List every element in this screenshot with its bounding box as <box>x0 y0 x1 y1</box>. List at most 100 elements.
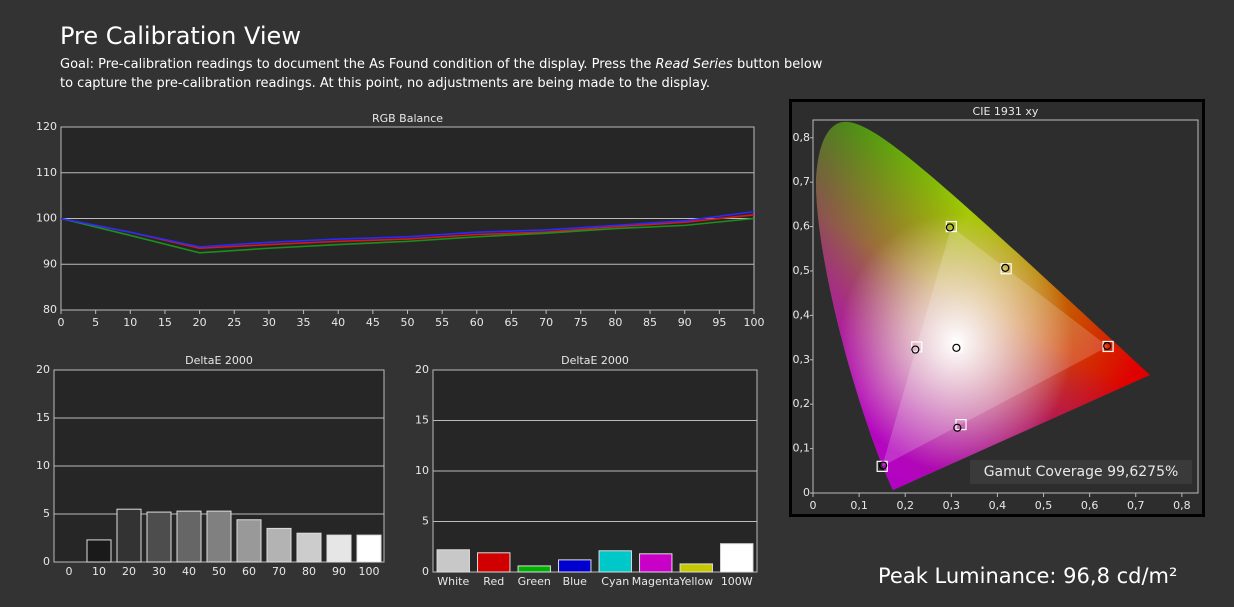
plot-area <box>812 119 1199 494</box>
bar <box>477 552 511 573</box>
y-tick-label: 15 <box>36 411 50 424</box>
bar <box>679 563 713 573</box>
series-line <box>60 214 755 250</box>
goal-text: Goal: Pre-calibration readings to docume… <box>60 57 656 72</box>
bar <box>236 519 262 563</box>
x-tick-label: Yellow <box>678 575 713 588</box>
measured-marker <box>1001 263 1010 272</box>
y-tick-label: 5 <box>43 507 50 520</box>
series-line <box>60 210 755 248</box>
page-title: Pre Calibration View <box>60 22 301 50</box>
x-tick-label: Magenta <box>632 575 680 588</box>
x-tick-label: 5 <box>92 316 99 329</box>
y-tick-label: 10 <box>415 464 429 477</box>
x-tick-label: White <box>437 575 469 588</box>
x-tick-label: 0,6 <box>1081 499 1099 512</box>
y-tick-label: 15 <box>415 414 429 427</box>
x-tick-label: 30 <box>152 565 166 578</box>
bar <box>356 534 382 563</box>
y-tick-label: 0 <box>422 565 429 578</box>
x-tick-label: 50 <box>212 565 226 578</box>
bar <box>116 508 142 563</box>
target-marker <box>876 460 888 472</box>
bar <box>517 565 551 573</box>
target-marker <box>1000 263 1012 275</box>
x-tick-label: 80 <box>608 316 622 329</box>
x-tick-label: 0,3 <box>943 499 961 512</box>
bar <box>146 511 172 563</box>
bar <box>206 510 232 563</box>
x-tick-label: 100 <box>744 316 765 329</box>
measured-marker <box>911 345 920 354</box>
x-tick-label: 15 <box>158 316 172 329</box>
x-tick-label: 35 <box>297 316 311 329</box>
y-tick-label: 0,1 <box>793 442 811 455</box>
x-tick-label: 80 <box>302 565 316 578</box>
x-tick-label: Cyan <box>601 575 629 588</box>
x-tick-label: 0 <box>58 316 65 329</box>
x-tick-label: Blue <box>563 575 588 588</box>
y-tick-label: 100 <box>36 212 57 225</box>
x-tick-label: 0,7 <box>1127 499 1145 512</box>
y-tick-label: 5 <box>422 515 429 528</box>
x-tick-label: 0 <box>66 565 73 578</box>
x-tick-label: 50 <box>401 316 415 329</box>
measured-marker <box>1103 341 1112 351</box>
x-tick-label: 20 <box>193 316 207 329</box>
y-tick-label: 80 <box>43 303 57 316</box>
target-marker <box>911 341 923 353</box>
target-marker <box>951 341 963 353</box>
x-tick-label: 45 <box>366 316 380 329</box>
goal-text: button below to capture the pre-calibrat… <box>60 57 823 91</box>
y-tick-label: 10 <box>36 459 50 472</box>
x-tick-label: 95 <box>712 316 726 329</box>
annotation: Gamut Coverage 99,6275% <box>984 464 1179 480</box>
y-tick-label: 0,2 <box>793 397 811 410</box>
x-tick-label: 90 <box>332 565 346 578</box>
x-tick-label: 65 <box>504 316 518 329</box>
x-tick-label: 10 <box>92 565 106 578</box>
x-tick-label: 40 <box>182 565 196 578</box>
target-marker <box>1102 340 1114 353</box>
chart-title: DeltaE 2000 <box>561 354 629 367</box>
x-tick-label: 0 <box>810 499 817 512</box>
goal-emphasis: Read Series <box>655 57 733 72</box>
series-line <box>60 217 755 254</box>
x-tick-label: 0,4 <box>989 499 1007 512</box>
x-tick-label: 70 <box>539 316 553 329</box>
x-tick-label: Red <box>483 575 504 588</box>
bar <box>296 532 322 563</box>
y-tick-label: 20 <box>36 363 50 376</box>
x-tick-label: 85 <box>643 316 657 329</box>
goal-text: Goal: Pre-calibration readings to docume… <box>60 55 830 93</box>
x-tick-label: 60 <box>242 565 256 578</box>
x-tick-label: 100 <box>359 565 380 578</box>
x-tick-label: 30 <box>262 316 276 329</box>
x-tick-label: 75 <box>574 316 588 329</box>
y-tick-label: 0 <box>43 555 50 568</box>
bar <box>436 549 470 573</box>
measured-marker <box>952 343 961 352</box>
x-tick-label: 0,1 <box>850 499 868 512</box>
chart-title: RGB Balance <box>372 112 443 125</box>
measured-marker <box>953 423 962 432</box>
x-tick-label: 25 <box>227 316 241 329</box>
chart-title: CIE 1931 xy <box>973 105 1039 118</box>
spectral-locus <box>815 121 1150 490</box>
y-tick-label: 0,5 <box>793 264 811 277</box>
y-tick-label: 90 <box>43 257 57 270</box>
y-tick-label: 0,6 <box>793 220 811 233</box>
bar <box>176 510 202 563</box>
bar <box>558 559 592 573</box>
y-tick-label: 0,8 <box>793 131 811 144</box>
x-tick-label: 55 <box>435 316 449 329</box>
x-tick-label: 20 <box>122 565 136 578</box>
y-tick-label: 20 <box>415 363 429 376</box>
x-tick-label: 70 <box>272 565 286 578</box>
x-tick-label: 10 <box>123 316 137 329</box>
y-tick-label: 0,4 <box>793 308 811 321</box>
bar <box>720 543 754 573</box>
y-tick-label: 0 <box>803 486 810 499</box>
x-tick-label: 90 <box>678 316 692 329</box>
